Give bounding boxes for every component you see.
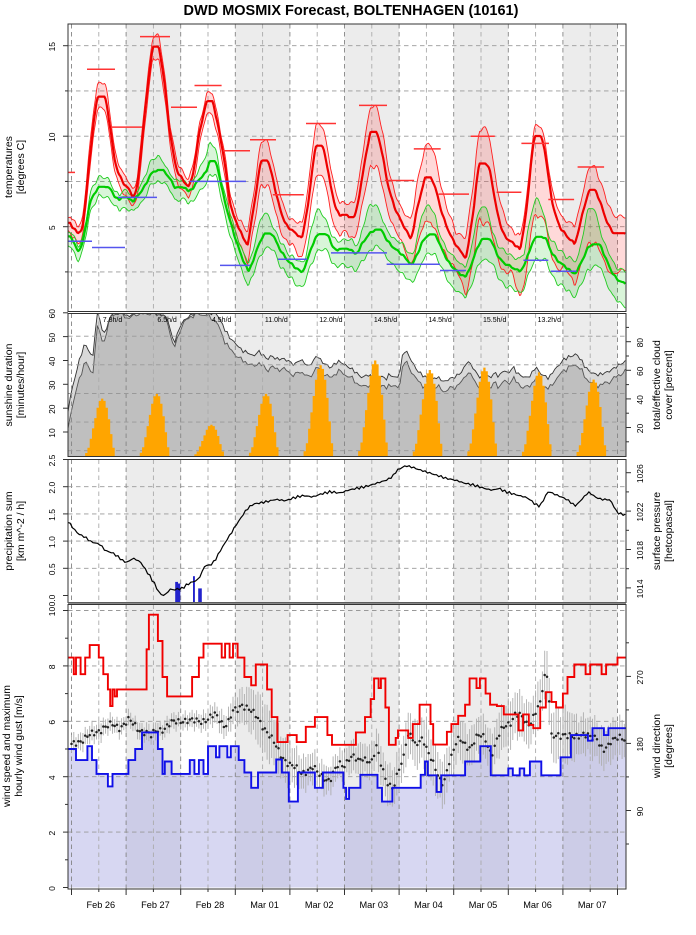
svg-text:30: 30 bbox=[47, 380, 57, 390]
svg-text:Feb 27: Feb 27 bbox=[141, 900, 170, 910]
svg-text:40: 40 bbox=[635, 395, 645, 405]
svg-text:14.5h/d: 14.5h/d bbox=[428, 317, 451, 324]
svg-text:wind direction: wind direction bbox=[651, 714, 663, 779]
svg-text:60: 60 bbox=[47, 309, 57, 319]
svg-text:270: 270 bbox=[635, 670, 645, 684]
svg-text:7.8h/d: 7.8h/d bbox=[103, 317, 123, 324]
svg-text:20: 20 bbox=[47, 404, 57, 414]
svg-text:1018: 1018 bbox=[635, 541, 645, 560]
svg-text:temperatures: temperatures bbox=[3, 136, 15, 198]
svg-text:2: 2 bbox=[47, 830, 57, 835]
svg-text:50: 50 bbox=[47, 333, 57, 343]
svg-text:1.5: 1.5 bbox=[47, 509, 57, 521]
svg-text:1022: 1022 bbox=[635, 502, 645, 521]
svg-text:total/effective cloud: total/effective cloud bbox=[651, 340, 663, 430]
svg-text:2.5: 2.5 bbox=[47, 454, 57, 466]
svg-text:90: 90 bbox=[635, 807, 645, 817]
svg-text:15: 15 bbox=[47, 42, 57, 52]
svg-text:[hetcopascal]: [hetcopascal] bbox=[663, 500, 675, 562]
svg-text:13.2h/d: 13.2h/d bbox=[538, 317, 561, 324]
svg-text:precipitation sum: precipitation sum bbox=[3, 491, 15, 571]
svg-text:0.0: 0.0 bbox=[47, 594, 57, 606]
svg-text:2.0: 2.0 bbox=[47, 482, 57, 494]
svg-text:[degrees C]: [degrees C] bbox=[15, 140, 27, 194]
svg-text:10: 10 bbox=[47, 428, 57, 438]
svg-text:surface pressure: surface pressure bbox=[651, 492, 663, 570]
svg-text:10: 10 bbox=[47, 607, 57, 617]
svg-text:Mar 02: Mar 02 bbox=[305, 900, 334, 910]
svg-text:Mar 07: Mar 07 bbox=[578, 900, 607, 910]
svg-text:Mar 01: Mar 01 bbox=[250, 900, 279, 910]
svg-text:80: 80 bbox=[635, 338, 645, 348]
svg-text:60: 60 bbox=[635, 366, 645, 376]
svg-text:wind speed and maximum: wind speed and maximum bbox=[1, 685, 13, 808]
svg-text:0: 0 bbox=[47, 886, 57, 891]
svg-text:4: 4 bbox=[47, 775, 57, 780]
svg-text:4.5h/d: 4.5h/d bbox=[212, 317, 232, 324]
svg-text:DWD MOSMIX Forecast, BOLTENHAG: DWD MOSMIX Forecast, BOLTENHAGEN (10161) bbox=[184, 3, 519, 19]
svg-text:15.5h/d: 15.5h/d bbox=[483, 317, 506, 324]
svg-text:Feb 26: Feb 26 bbox=[86, 900, 115, 910]
svg-text:8: 8 bbox=[47, 664, 57, 669]
svg-text:Feb 28: Feb 28 bbox=[196, 900, 225, 910]
svg-text:6: 6 bbox=[47, 720, 57, 725]
svg-text:6.5h/d: 6.5h/d bbox=[157, 317, 177, 324]
svg-text:180: 180 bbox=[635, 737, 645, 751]
svg-text:Mar 04: Mar 04 bbox=[414, 900, 443, 910]
svg-text:Mar 03: Mar 03 bbox=[359, 900, 388, 910]
svg-text:Mar 05: Mar 05 bbox=[469, 900, 498, 910]
svg-text:1026: 1026 bbox=[635, 464, 645, 483]
svg-text:Mar 06: Mar 06 bbox=[523, 900, 552, 910]
svg-text:20: 20 bbox=[635, 424, 645, 434]
svg-text:1.0: 1.0 bbox=[47, 536, 57, 548]
svg-text:[km m^-2 / h]: [km m^-2 / h] bbox=[15, 501, 27, 561]
svg-text:12.0h/d: 12.0h/d bbox=[319, 317, 342, 324]
svg-text:11.0h/d: 11.0h/d bbox=[265, 317, 288, 324]
svg-text:[minutes/hour]: [minutes/hour] bbox=[15, 352, 27, 419]
svg-text:sunshine duration: sunshine duration bbox=[3, 343, 15, 426]
svg-text:cover [percent]: cover [percent] bbox=[663, 350, 675, 420]
svg-text:hourly wind gust [m/s]: hourly wind gust [m/s] bbox=[13, 695, 25, 797]
svg-text:14.5h/d: 14.5h/d bbox=[374, 317, 397, 324]
svg-text:[degrees]: [degrees] bbox=[663, 724, 675, 768]
svg-text:1014: 1014 bbox=[635, 579, 645, 598]
svg-text:0.5: 0.5 bbox=[47, 563, 57, 575]
svg-text:10: 10 bbox=[47, 132, 57, 142]
svg-text:40: 40 bbox=[47, 357, 57, 367]
svg-text:5: 5 bbox=[47, 225, 57, 230]
